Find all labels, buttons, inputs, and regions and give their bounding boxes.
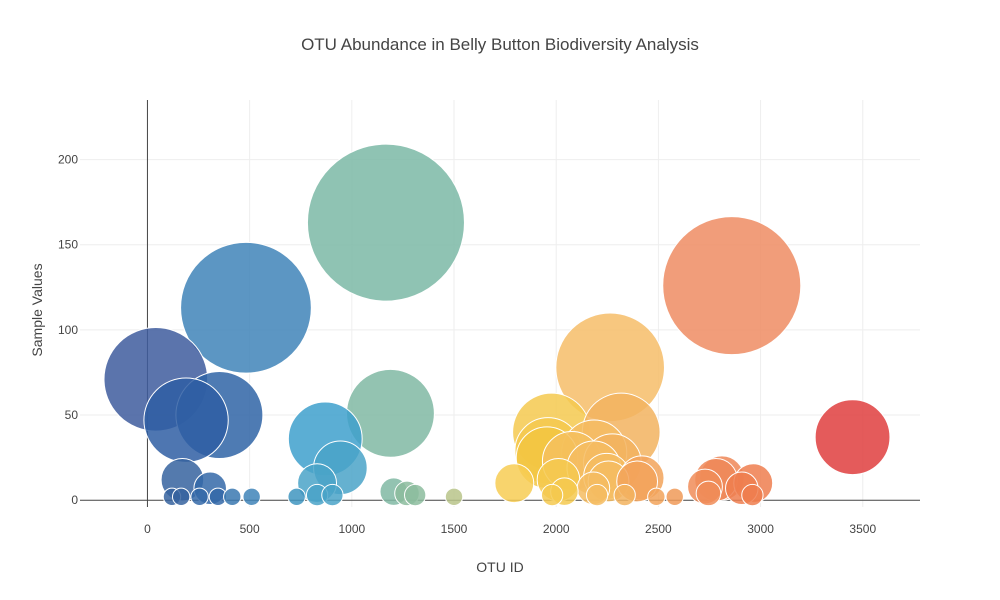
bubble-marker[interactable] [171, 487, 191, 506]
bubble-marker[interactable] [613, 483, 636, 507]
x-tick-label: 500 [240, 522, 260, 536]
bubble-marker[interactable] [540, 483, 564, 507]
bubble-marker[interactable] [695, 480, 722, 507]
bubble-marker[interactable] [585, 483, 609, 507]
x-tick-label: 2500 [645, 522, 672, 536]
y-tick-label: 200 [58, 153, 78, 167]
bubble-marker[interactable] [321, 483, 344, 507]
bubble-marker[interactable] [190, 487, 209, 506]
bubble-marker[interactable] [814, 399, 891, 476]
bubble-layer [103, 143, 891, 507]
bubble-marker[interactable] [662, 216, 802, 356]
chart-title: OTU Abundance in Belly Button Biodiversi… [301, 35, 699, 54]
bubble-marker[interactable] [647, 487, 666, 506]
bubble-marker[interactable] [143, 377, 229, 463]
tick-label-layer: 0 500 1000 1500 2000 2500 3000 3500 0 50 100 150 200 [58, 153, 876, 536]
bubble-marker[interactable] [444, 487, 464, 506]
y-axis-title: Sample Values [29, 263, 45, 356]
bubble-marker[interactable] [665, 487, 684, 506]
x-tick-label: 2000 [543, 522, 570, 536]
y-tick-label: 100 [58, 323, 78, 337]
x-axis-title: OTU ID [476, 559, 523, 575]
bubble-marker[interactable] [287, 487, 306, 506]
bubble-marker[interactable] [741, 483, 764, 507]
bubble-marker[interactable] [404, 483, 427, 507]
bubble-marker[interactable] [180, 241, 312, 374]
bubble-marker[interactable] [242, 487, 261, 506]
y-tick-label: 0 [71, 493, 78, 507]
bubble-marker[interactable] [223, 487, 242, 506]
x-tick-label: 3000 [747, 522, 774, 536]
x-tick-label: 0 [144, 522, 151, 536]
y-tick-label: 150 [58, 238, 78, 252]
y-tick-label: 50 [65, 408, 79, 422]
x-tick-label: 1000 [338, 522, 365, 536]
bubble-marker[interactable] [306, 143, 465, 302]
x-tick-label: 1500 [441, 522, 468, 536]
bubble-marker[interactable] [494, 463, 535, 504]
x-tick-label: 3500 [849, 522, 876, 536]
